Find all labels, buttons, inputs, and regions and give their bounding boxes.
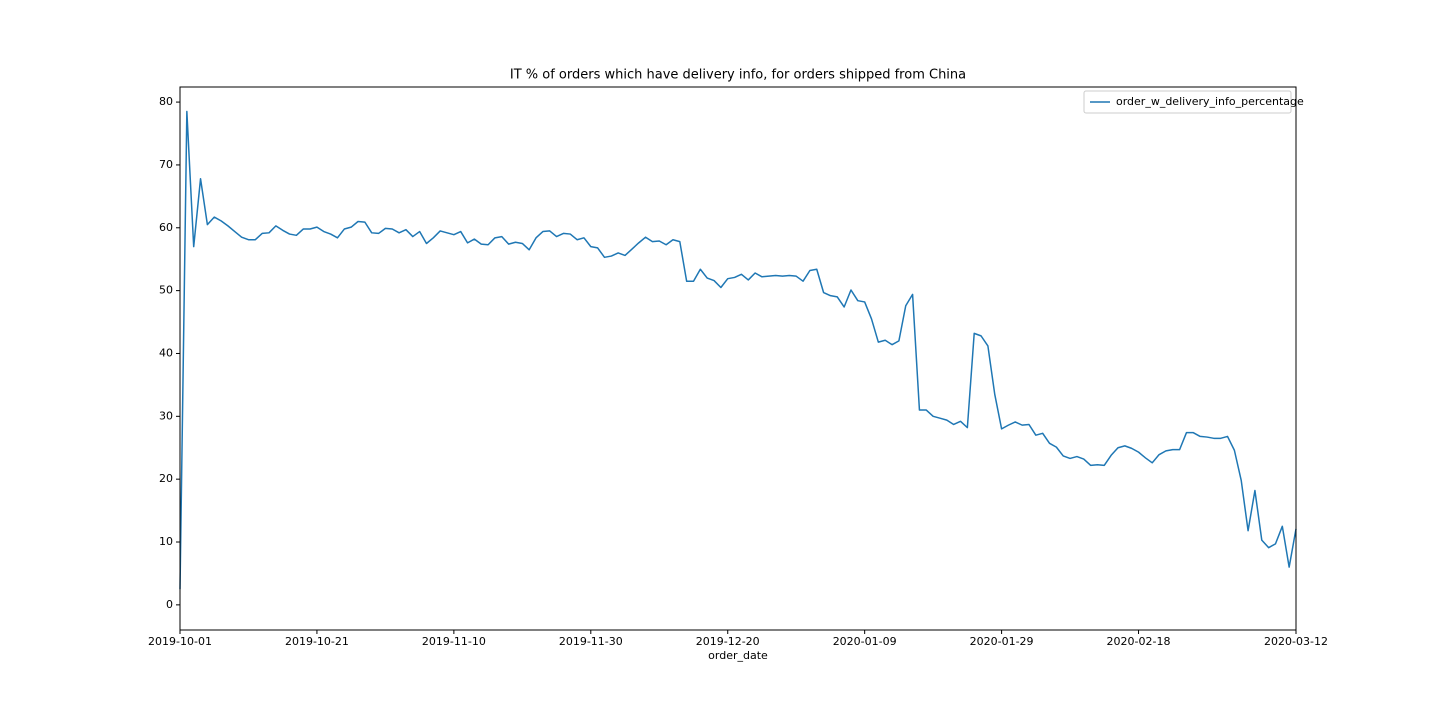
x-tick-label: 2019-10-21 [285, 635, 349, 648]
y-tick-label: 80 [159, 95, 173, 108]
y-tick-label: 40 [159, 346, 173, 359]
y-tick-label: 30 [159, 409, 173, 422]
x-tick-label: 2020-03-12 [1264, 635, 1328, 648]
y-tick-label: 0 [166, 598, 173, 611]
legend-label: order_w_delivery_info_percentage [1116, 95, 1304, 108]
legend-box [1083, 90, 1292, 114]
data-line [179, 110, 1297, 590]
x-tick-label: 2019-11-30 [559, 635, 623, 648]
x-tick-label: 2020-01-29 [970, 635, 1034, 648]
y-tick-label: 50 [159, 284, 173, 297]
y-tick-label: 10 [159, 535, 173, 548]
x-tick-label: 2020-01-09 [833, 635, 897, 648]
y-tick-label: 60 [159, 221, 173, 234]
y-tick-label: 70 [159, 158, 173, 171]
x-tick-label: 2019-11-10 [422, 635, 486, 648]
y-tick-label: 20 [159, 472, 173, 485]
x-tick-label: 2020-02-18 [1107, 635, 1171, 648]
x-tick-label: 2019-10-01 [148, 635, 212, 648]
x-axis-label: order_date [708, 649, 768, 662]
chart-title: IT % of orders which have delivery info,… [510, 68, 966, 83]
plot-frame [179, 86, 1297, 631]
x-tick-label: 2019-12-20 [696, 635, 760, 648]
